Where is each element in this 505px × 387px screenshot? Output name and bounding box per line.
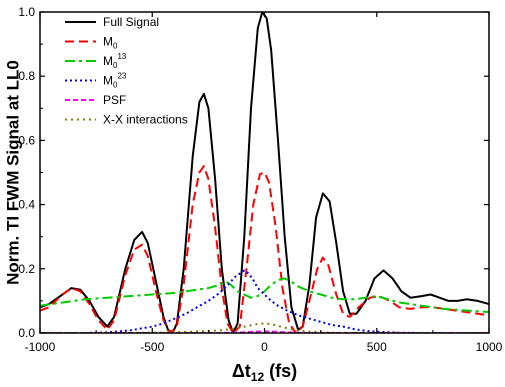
series-line-2 bbox=[40, 277, 489, 314]
series-line-3 bbox=[40, 269, 489, 333]
legend-label-5: X-X interactions bbox=[103, 113, 188, 127]
x-tick-label: -1000 bbox=[25, 340, 56, 354]
y-tick-label: 0.2 bbox=[18, 262, 35, 276]
legend-label-1: M0 bbox=[103, 35, 118, 51]
series-line-0 bbox=[40, 12, 489, 333]
x-tick-label: 0 bbox=[261, 340, 268, 354]
legend-label-4: PSF bbox=[103, 93, 126, 107]
series-line-1 bbox=[40, 165, 489, 333]
y-tick-label: 0.0 bbox=[18, 326, 35, 340]
legend-label-0: Full Signal bbox=[103, 15, 159, 29]
x-tick-label: 500 bbox=[367, 340, 387, 354]
axis-ticks: -1000 -500 0 500 1000 0.0 0.2 0.4 0.6 0.8 1.0 bbox=[18, 5, 502, 354]
legend-label-3: M023 bbox=[103, 72, 127, 90]
y-tick-label: 0.4 bbox=[18, 198, 35, 212]
y-tick-label: 0.6 bbox=[18, 133, 35, 147]
x-axis-label: Δt12 (fs) bbox=[232, 361, 297, 384]
legend-label-2: M013 bbox=[103, 52, 127, 70]
y-tick-label: 1.0 bbox=[18, 5, 35, 19]
x-tick-label: 1000 bbox=[476, 340, 503, 354]
y-axis-label: Norm. TI FWM Signal at LL0 bbox=[3, 60, 22, 285]
y-tick-label: 0.8 bbox=[18, 69, 35, 83]
x-tick-label: -500 bbox=[140, 340, 164, 354]
